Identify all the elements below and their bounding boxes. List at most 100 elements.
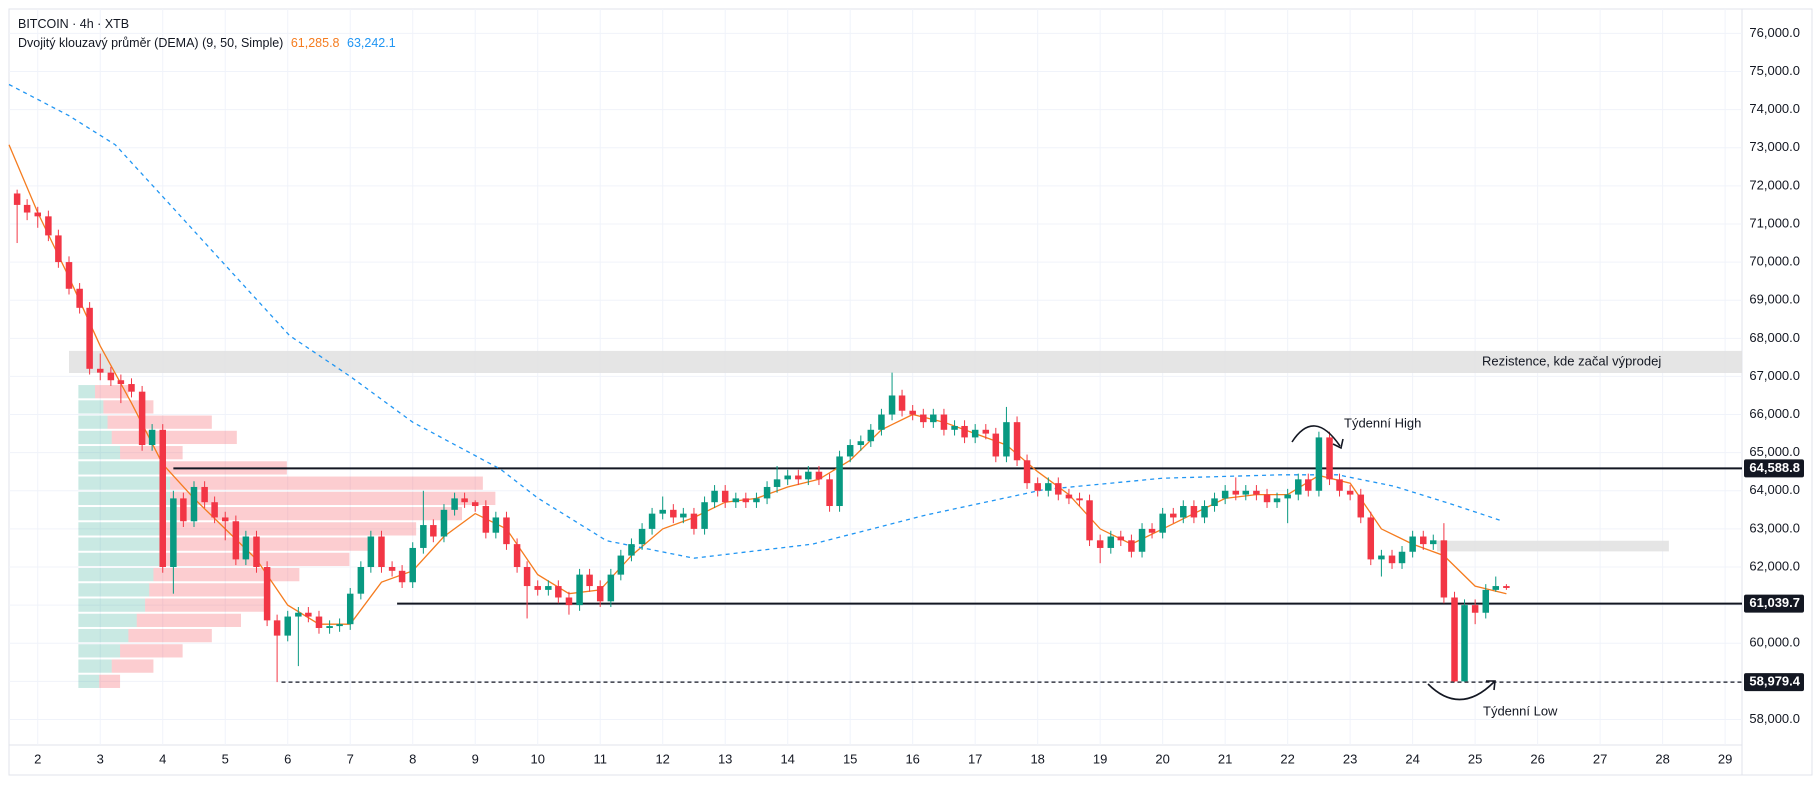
candle-body [263,567,271,621]
candle-body [409,547,416,583]
candle-body [1201,506,1208,518]
x-tick-label: 29 [1718,751,1732,766]
y-tick-label: 60,000.0 [1749,635,1800,650]
profile-sell [107,415,212,429]
candle-body [492,517,500,533]
x-tick-label: 15 [843,751,857,766]
candle-body [305,612,312,617]
x-tick-label: 4 [159,751,166,766]
candle-body [753,498,760,503]
candle-body [1398,551,1406,564]
profile-buy [78,415,108,429]
candle-body [805,471,812,480]
candle-body [503,517,510,545]
horizontal-lines [173,467,1742,683]
zone [68,350,1742,373]
x-tick-label: 6 [284,751,291,766]
candle-body [742,498,750,503]
candle-body [201,486,208,503]
candle-body [940,414,948,430]
y-tick-label: 63,000.0 [1749,520,1800,535]
profile-buy [78,552,162,567]
profile-buy [78,476,171,490]
profile-buy [78,430,112,445]
indicator-legend: Dvojitý klouzavý průměr (DEMA) (9, 50, S… [18,34,400,53]
profile-buy [78,400,104,414]
profile-buy [78,568,154,582]
candle-body [451,498,458,510]
y-tick-label: 71,000.0 [1749,215,1800,230]
candle-body [961,425,968,438]
candle-body [430,525,437,537]
x-tick-label: 23 [1343,751,1357,766]
candle-body [232,521,240,560]
profile-sell [136,613,241,627]
candle-body [1190,506,1198,518]
profile-sell [149,583,267,597]
candle-body [576,574,583,606]
profile-buy [78,583,150,597]
candle-body [1232,490,1240,495]
x-tick-label: 25 [1468,751,1482,766]
candle-body [1336,479,1343,491]
candle-body [596,586,604,602]
candle-body [773,479,781,487]
profile-sell [99,674,121,688]
profile-buy [78,491,171,506]
candle-body [346,593,354,625]
candle-body [65,262,73,289]
candle-body [420,525,427,548]
x-tick-label: 13 [718,751,732,766]
candle-body [701,502,708,529]
candle-body [690,513,698,529]
x-tick-label: 11 [593,751,607,766]
candle-body [1482,589,1490,613]
candle-body [326,626,333,628]
candle-body [1170,513,1177,518]
y-tick-label: 70,000.0 [1749,254,1800,269]
y-tick-label: 64,000.0 [1749,482,1800,497]
candle-body [1242,490,1250,495]
candle-body [982,429,990,434]
profile-sell [120,644,183,658]
price-label-box [1744,459,1804,478]
x-tick-label: 28 [1655,751,1669,766]
price-label: 58,979.4 [1749,674,1800,689]
candle-body [607,574,615,602]
candle-body [1503,586,1510,588]
price-label-box [1744,673,1804,692]
x-tick-label: 17 [968,751,982,766]
candle-body [336,624,343,627]
candle-body [1013,422,1021,461]
candle-body [1023,460,1031,484]
profile-buy [78,598,146,612]
candle-body [1451,597,1458,682]
candle-body [1367,517,1375,560]
candle-body [357,567,365,594]
candle-body [638,528,646,545]
y-tick-label: 62,000.0 [1749,558,1800,573]
candle-body [482,506,490,533]
profile-sell [161,537,371,551]
candle-body [1295,479,1302,495]
candle-body [23,204,31,213]
candle-body [836,456,843,507]
arrow-head [1332,438,1344,450]
profile-buy [78,674,100,688]
candle-body [128,384,135,392]
profile-sell [170,476,483,490]
candle-body [992,433,1000,457]
candle-body [857,441,865,446]
x-tick-label: 9 [472,751,479,766]
candle-body [523,567,531,587]
candle-body [1471,605,1479,613]
profile-buy [78,537,162,551]
candle-body [721,490,729,503]
annotation: Týdenní Low [1483,703,1558,718]
indicator-value: 63,242.1 [347,36,396,50]
candle-body [34,212,41,217]
profile-buy [78,613,137,627]
legend: BITCOIN · 4h · XTB Dvojitý klouzavý prům… [18,15,400,53]
profile-sell [153,568,300,582]
candle-body [878,414,885,430]
